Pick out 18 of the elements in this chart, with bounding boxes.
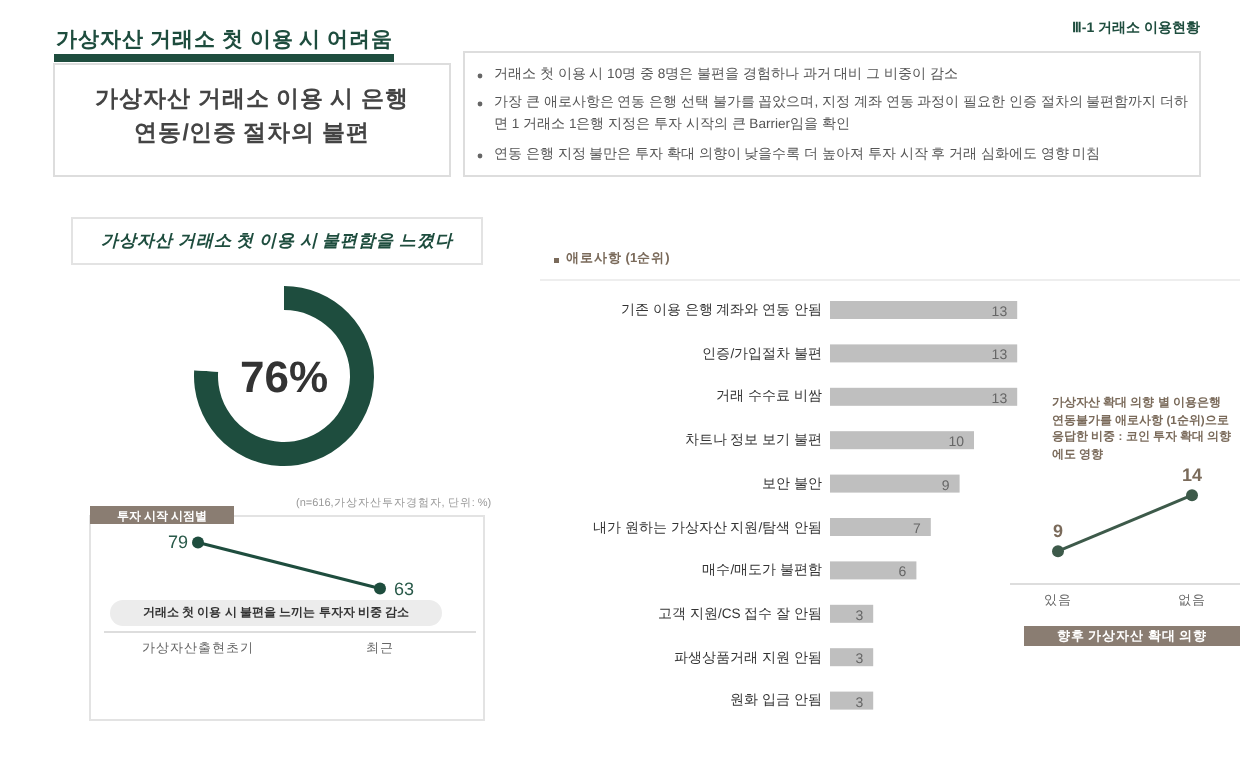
text: 가상자산 거래소 첫 이용 시 어려움 (56, 26, 394, 54)
text: 가상자산 거래소 이용 시 은행 연동/인증 절차의 불편 (93, 86, 411, 150)
data-label: 9 (1052, 521, 1064, 542)
bar (830, 387, 1018, 406)
bar (830, 518, 931, 536)
data-label: 14 (1181, 465, 1203, 486)
bar (830, 301, 1018, 319)
bar (830, 561, 917, 580)
bar (830, 344, 1018, 363)
data-label: 79 (167, 532, 189, 553)
bar (830, 474, 960, 493)
bar (830, 691, 874, 710)
bar (830, 648, 874, 667)
bar (830, 431, 974, 450)
data-label: 63 (393, 578, 415, 599)
bar (830, 604, 874, 623)
text: 76% (237, 352, 331, 404)
chart-title: 가상자산 거래소 첫 이용 시 불편함을 느꼈다 (98, 230, 456, 254)
